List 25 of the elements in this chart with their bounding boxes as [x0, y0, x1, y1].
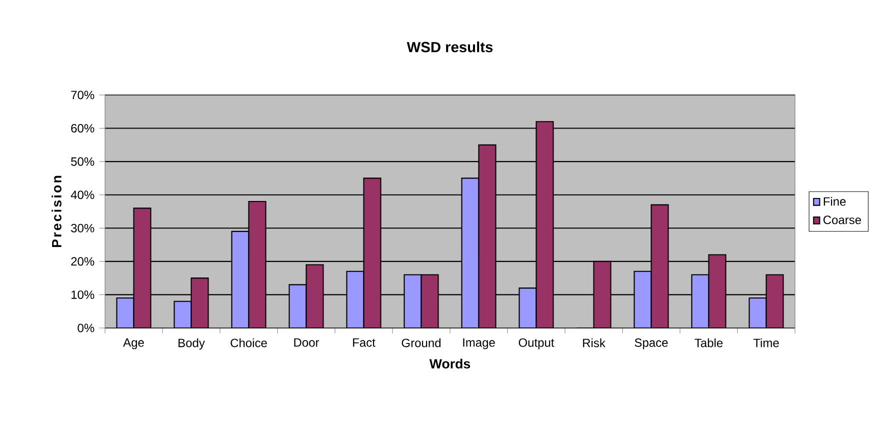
y-tick-label: 40% — [70, 190, 94, 200]
y-tick-label: 60% — [71, 124, 94, 133]
y-tick-label: 30% — [71, 224, 94, 232]
x-tick-label: Table — [694, 338, 723, 348]
legend-label: Coarse — [823, 216, 862, 224]
y-tick-label: 70% — [71, 90, 94, 100]
chart-title: WSD results — [406, 42, 493, 52]
x-tick-label: Choice — [230, 338, 267, 348]
x-tick-label: Time — [753, 338, 779, 348]
x-tick-label: Body — [178, 338, 205, 350]
y-tick-label: 10% — [72, 290, 94, 299]
y-axis-title: Precision — [52, 176, 62, 248]
legend-label: Fine — [824, 196, 846, 206]
x-tick-label: Door — [294, 338, 320, 347]
x-tick-label: Risk — [583, 338, 606, 348]
x-tick-label: Fact — [353, 338, 376, 347]
x-tick-label: Age — [123, 338, 144, 350]
x-tick-label: Ground — [402, 338, 440, 348]
y-tick-label: 0% — [78, 324, 94, 332]
y-tick-label: 50% — [71, 157, 94, 166]
x-tick-label: Space — [634, 338, 668, 350]
x-tick-label: Output — [518, 338, 554, 350]
y-tick-label: 20% — [71, 257, 94, 266]
x-axis-title: Words — [429, 358, 470, 369]
x-tick-label: Image — [463, 338, 495, 350]
